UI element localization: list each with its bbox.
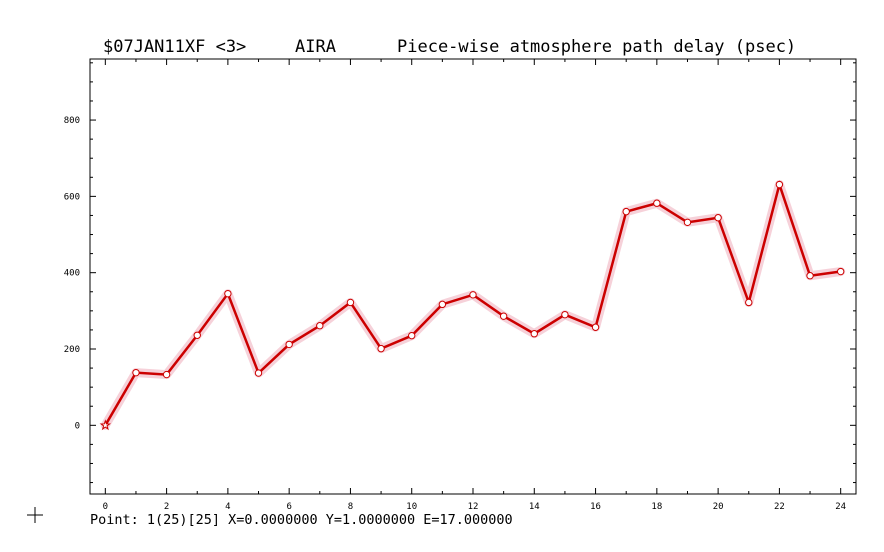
data-point[interactable]: [806, 272, 814, 280]
data-point[interactable]: [346, 298, 355, 307]
data-point[interactable]: [193, 331, 201, 339]
data-point[interactable]: [408, 331, 416, 340]
data-point[interactable]: [591, 323, 600, 331]
point-readout: Point: 1(25)[25] X=0.0000000 Y=1.0000000…: [90, 512, 513, 528]
y-tick-label: 600: [64, 192, 80, 202]
error-band-path: [100, 180, 846, 430]
x-tick-label: 14: [529, 502, 540, 512]
x-tick-label: 22: [774, 502, 785, 512]
data-point[interactable]: [162, 370, 171, 379]
data-point[interactable]: [775, 180, 784, 189]
x-tick-label: 18: [651, 502, 662, 512]
station-title: AIRA: [295, 37, 336, 57]
data-point[interactable]: [224, 289, 232, 298]
error-band: [100, 180, 846, 430]
data-point[interactable]: [653, 199, 661, 207]
data-point[interactable]: [714, 214, 722, 222]
data-point[interactable]: [561, 310, 569, 319]
x-tick-label: 12: [468, 502, 479, 512]
experiment-title: $07JAN11XF <3>: [103, 37, 246, 57]
x-tick-label: 0: [103, 502, 108, 512]
data-point-star[interactable]: [99, 419, 112, 431]
x-tick-label: 16: [590, 502, 601, 512]
x-tick-label: 20: [713, 502, 724, 512]
data-point[interactable]: [622, 207, 630, 216]
data-point[interactable]: [745, 298, 753, 307]
data-point[interactable]: [469, 291, 477, 299]
x-tick-label: 10: [406, 502, 417, 512]
x-tick-label: 6: [286, 502, 291, 512]
y-tick-label: 400: [64, 269, 80, 279]
x-tick-label: 24: [835, 502, 846, 512]
x-tick-label: 4: [225, 502, 230, 512]
y-tick-label: 0: [75, 421, 80, 431]
data-point[interactable]: [377, 344, 385, 353]
crosshair-cursor-icon: [27, 507, 43, 523]
data-point[interactable]: [438, 300, 447, 309]
y-tick-label: 200: [64, 345, 80, 355]
data-point[interactable]: [836, 267, 845, 276]
data-point[interactable]: [499, 312, 508, 320]
y-tick-label: 800: [64, 116, 80, 126]
data-point[interactable]: [530, 330, 538, 338]
data-point[interactable]: [285, 340, 293, 349]
x-tick-label: 2: [164, 502, 169, 512]
data-point[interactable]: [316, 322, 324, 330]
data-points[interactable]: [99, 180, 845, 431]
data-point[interactable]: [254, 369, 263, 377]
data-point[interactable]: [683, 218, 692, 227]
plot-title: Piece-wise atmosphere path delay (psec): [397, 37, 796, 57]
data-point[interactable]: [132, 368, 140, 377]
x-tick-label: 8: [348, 502, 353, 512]
